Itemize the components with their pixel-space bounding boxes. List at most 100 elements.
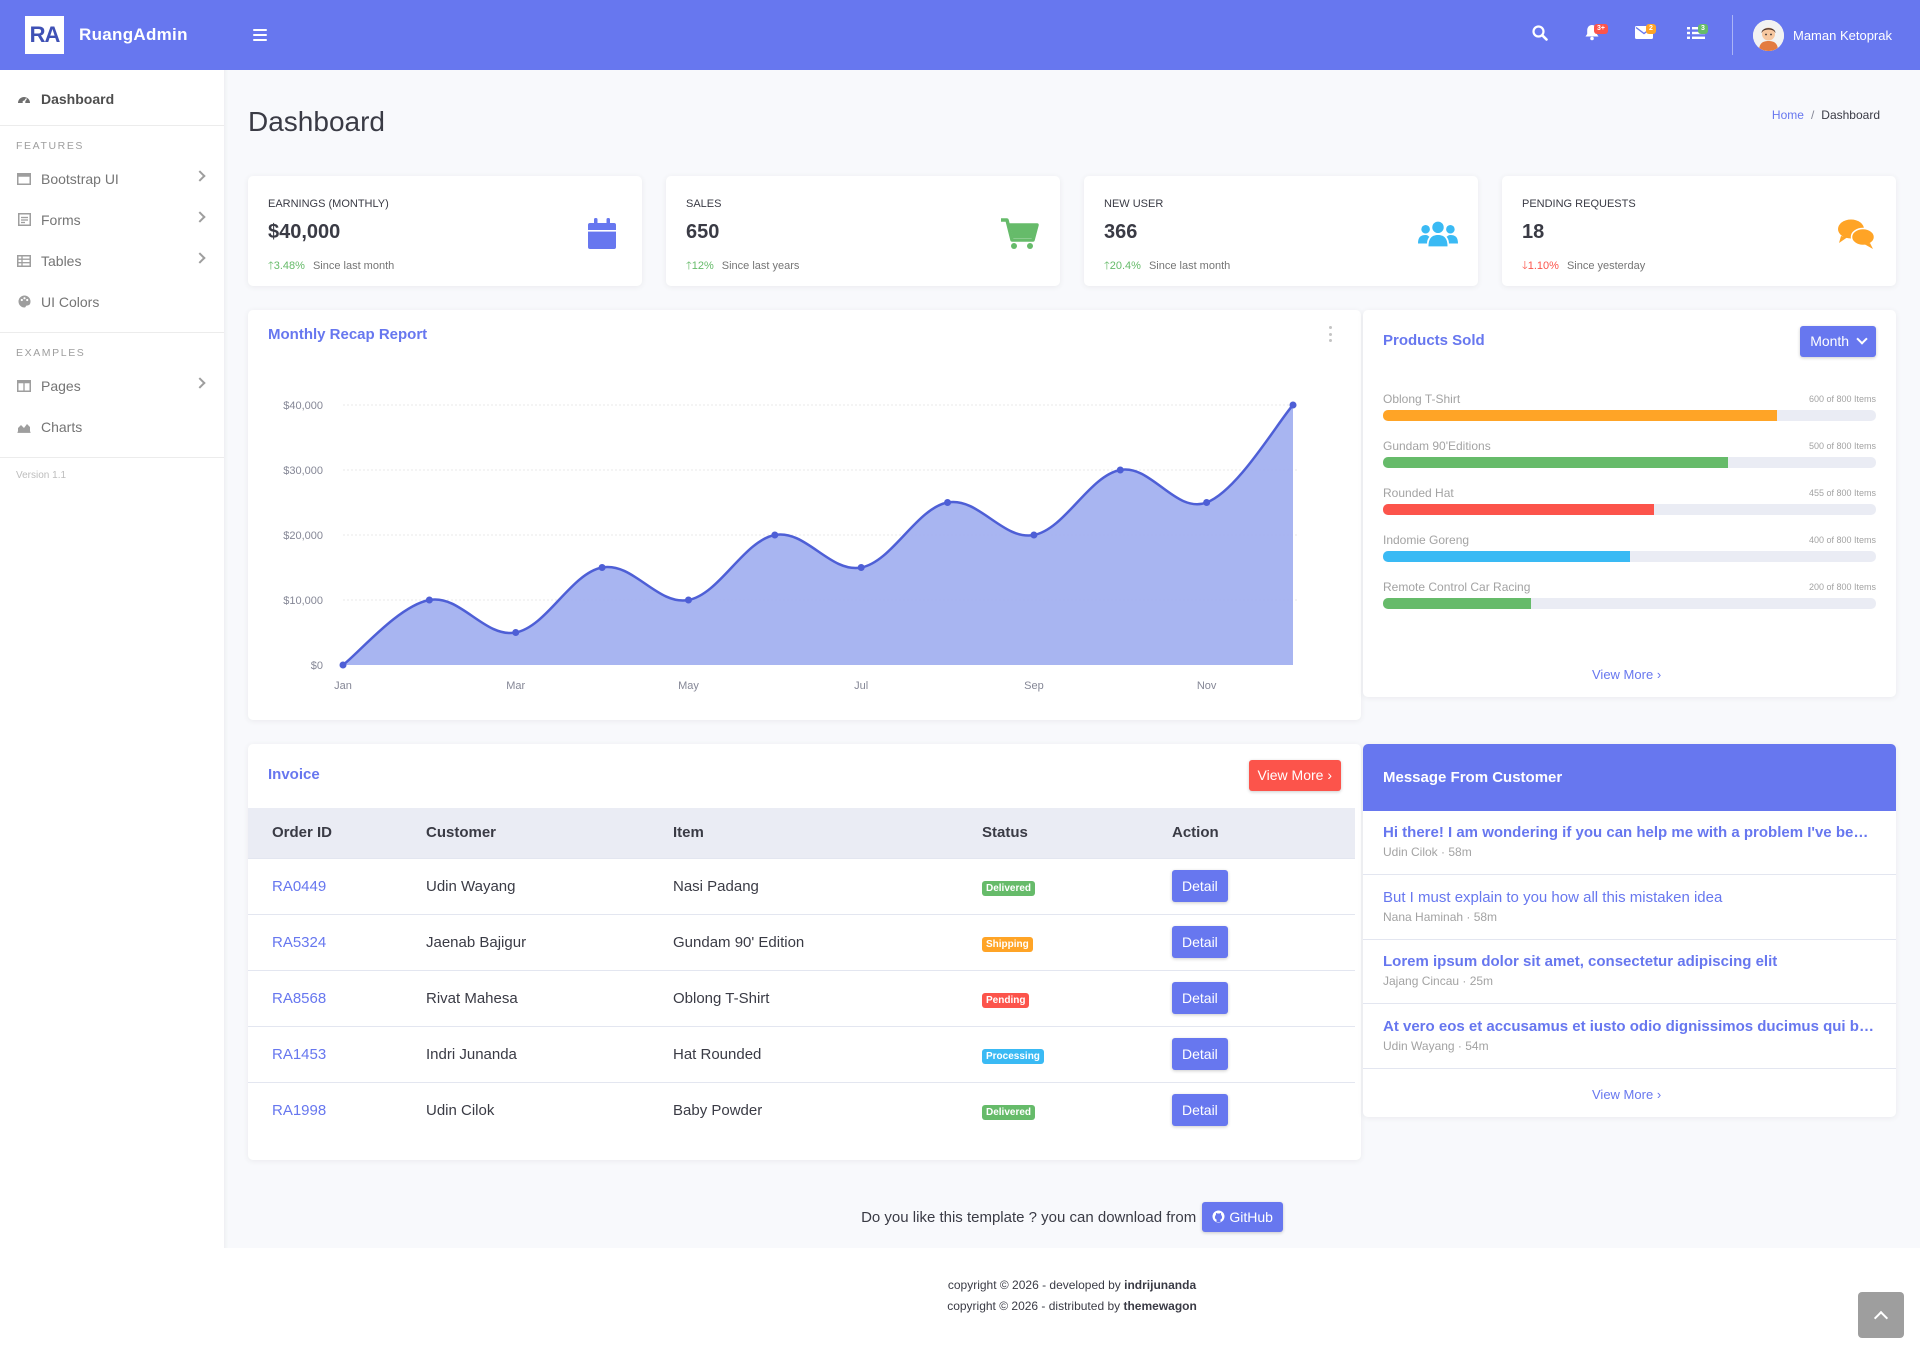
data-point <box>512 629 520 636</box>
table-row: RA8568 Rivat Mahesa Oblong T-Shirt Pending D… <box>248 969 1355 1026</box>
products-sold-title: Products Sold <box>1383 332 1485 349</box>
view-more-label: View More <box>1257 767 1324 783</box>
status-badge: Processing <box>982 1048 1044 1064</box>
product-count: 400 of 800 Items <box>1808 535 1876 545</box>
message-item[interactable]: But I must explain to you how all this m… <box>1363 876 1896 940</box>
message-item[interactable]: Lorem ipsum dolor sit amet, consectetur … <box>1363 940 1896 1004</box>
sidebar-divider <box>0 332 224 333</box>
stat-since: Since last month <box>312 260 395 272</box>
product-progress-item: Oblong T-Shirt 600 of 800 Items <box>1383 392 1876 421</box>
chart-area-icon <box>16 420 32 434</box>
breadcrumb: Home / Dashboard <box>1772 108 1880 122</box>
sidebar-item-dashboard[interactable]: Dashboard <box>0 78 224 119</box>
message-meta: Jajang Cincau · 25m <box>1383 974 1494 988</box>
data-point <box>1203 499 1211 506</box>
chevron-right-icon <box>194 377 206 389</box>
monthly-recap-card: Monthly Recap Report $0 $10,000 $20,000 $30… <box>248 310 1361 720</box>
product-progress-item: Rounded Hat 455 of 800 Items <box>1383 486 1876 515</box>
detail-button[interactable]: Detail <box>1172 982 1228 1014</box>
view-more-label: View More <box>1592 667 1654 682</box>
product-progress-item: Gundam 90'Editions 500 of 800 Items <box>1383 439 1876 468</box>
progress-track <box>1383 551 1876 562</box>
stat-card-sales: Sales 650 🡑12% Since last years <box>666 176 1060 286</box>
sidebar-toggle-icon[interactable] <box>253 29 267 41</box>
tasks-badge: 3 <box>1698 24 1708 34</box>
sidebar-item-tables[interactable]: Tables <box>0 240 224 281</box>
detail-button[interactable]: Detail <box>1172 1094 1228 1127</box>
detail-button[interactable]: Detail <box>1172 1038 1228 1070</box>
avatar <box>1753 19 1784 51</box>
sidebar-item-label: Pages <box>41 377 81 394</box>
order-id-link[interactable]: RA1453 <box>248 1025 426 1082</box>
scroll-to-top-button[interactable] <box>1858 1292 1904 1338</box>
y-tick-label: $40,000 <box>283 400 323 412</box>
sidebar-item-forms[interactable]: Forms <box>0 199 224 240</box>
message-meta: Udin Cilok · 58m <box>1383 845 1472 859</box>
sidebar-item-label: Bootstrap UI <box>41 170 119 187</box>
github-button[interactable]: GitHub <box>1202 1202 1283 1232</box>
messages-view-more-link[interactable]: View More › <box>1592 1087 1661 1102</box>
sidebar-divider <box>0 457 224 458</box>
brand[interactable]: RA RuangAdmin <box>0 0 224 70</box>
breadcrumb-separator: / <box>1810 108 1815 122</box>
messages-badge: 2 <box>1646 24 1656 34</box>
product-progress-item: Remote Control Car Racing 200 of 800 Item… <box>1383 580 1876 609</box>
sidebar-heading-features: FEATURES <box>16 140 85 152</box>
messages-header: Message From Customer <box>1363 744 1896 811</box>
footer-line-2: copyright © 2026 - distributed by themew… <box>224 1299 1920 1313</box>
item-cell: Oblong T-Shirt <box>673 969 982 1026</box>
stat-value: 650 <box>686 221 720 243</box>
y-tick-label: $10,000 <box>283 595 323 607</box>
chevron-right-icon <box>194 170 206 182</box>
invoice-view-more-button[interactable]: View More › <box>1248 760 1341 791</box>
y-tick-label: $0 <box>311 660 323 672</box>
customer-cell: Udin Wayang <box>426 857 673 914</box>
breadcrumb-home-link[interactable]: Home <box>1771 108 1804 122</box>
products-view-more-link[interactable]: View More › <box>1592 667 1661 682</box>
alerts-button[interactable]: 3+ <box>1566 0 1618 70</box>
alerts-badge: 3+ <box>1594 24 1608 34</box>
table-row: RA0449 Udin Wayang Nasi Padang Delivered Det… <box>248 857 1355 914</box>
github-promo: Do you like this template ? you can down… <box>224 1202 1920 1232</box>
arrow-down-icon: 🡓 <box>1522 260 1528 272</box>
invoice-title: Invoice <box>268 766 320 783</box>
version-label: Version 1.1 <box>16 470 67 481</box>
table-icon <box>16 254 32 268</box>
order-id-link[interactable]: RA0449 <box>248 857 426 914</box>
users-icon <box>1418 214 1458 254</box>
chevron-down-icon <box>1856 333 1868 345</box>
sidebar-item-ui-colors[interactable]: UI Colors <box>0 281 224 322</box>
action-cell: Detail <box>1172 913 1355 970</box>
detail-button[interactable]: Detail <box>1172 870 1228 902</box>
order-id-link[interactable]: RA5324 <box>248 913 426 970</box>
item-cell: Baby Powder <box>673 1081 982 1138</box>
message-item[interactable]: Hi there! I am wondering if you can help… <box>1363 811 1896 875</box>
more-options-icon[interactable] <box>1329 326 1333 342</box>
progress-track <box>1383 504 1876 515</box>
detail-button[interactable]: Detail <box>1172 926 1228 958</box>
month-dropdown[interactable]: Month <box>1800 326 1876 357</box>
table-header-row: Order ID Customer Item Status Action <box>248 808 1355 858</box>
table-row: RA1453 Indri Junanda Hat Rounded Processing… <box>248 1025 1355 1082</box>
status-badge: Delivered <box>982 1104 1036 1120</box>
sidebar-item-pages[interactable]: Pages <box>0 365 224 406</box>
tasks-button[interactable]: 3 <box>1670 0 1722 70</box>
stat-card-pending-requests: Pending Requests 18 🡓1.10% Since yesterda… <box>1502 176 1896 286</box>
user-menu[interactable]: Maman Ketoprak <box>1753 19 1892 51</box>
stat-label: New User <box>1104 198 1164 210</box>
column-header: Order ID <box>248 808 426 858</box>
message-item[interactable]: At vero eos et accusamus et iusto odio d… <box>1363 1005 1896 1069</box>
order-id-link[interactable]: RA8568 <box>248 969 426 1026</box>
sidebar-item-charts[interactable]: Charts <box>0 406 224 447</box>
messages-button[interactable]: 2 <box>1618 0 1670 70</box>
month-dropdown-label: Month <box>1810 333 1850 349</box>
search-button[interactable] <box>1514 0 1566 70</box>
footer-author-link[interactable]: indrijunanda <box>1124 1278 1197 1292</box>
footer-author-link[interactable]: themewagon <box>1123 1299 1197 1313</box>
stat-value: $40,000 <box>268 221 341 243</box>
sidebar-item-bootstrap-ui[interactable]: Bootstrap UI <box>0 158 224 199</box>
product-name: Rounded Hat <box>1383 486 1454 500</box>
action-cell: Detail <box>1172 969 1355 1026</box>
order-id-link[interactable]: RA1998 <box>248 1081 426 1138</box>
product-name: Oblong T-Shirt <box>1383 392 1461 406</box>
